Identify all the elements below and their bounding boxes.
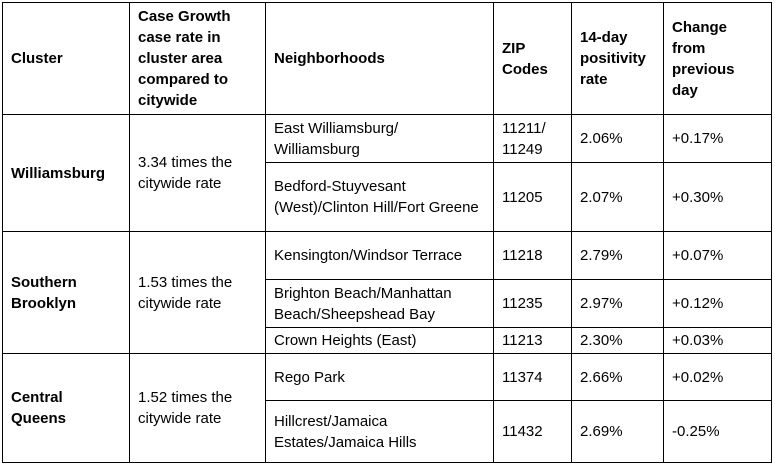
neighborhood: Crown Heights (East) [265,327,494,354]
header-row: Cluster Case Growth case rate in cluster… [2,2,772,115]
cluster-name: Williamsburg [2,114,130,232]
header-zip-codes: ZIP Codes [493,2,572,115]
header-neighborhoods: Neighborhoods [265,2,494,115]
neighborhood: Brighton Beach/Manhattan Beach/Sheepshea… [265,279,494,328]
zip-code: 11218 [493,231,572,280]
positivity-rate: 2.97% [571,279,664,328]
neighborhood: East Williamsburg/ Williamsburg [265,114,494,163]
positivity-rate: 2.66% [571,353,664,401]
positivity-rate: 2.69% [571,400,664,463]
header-change: Change from previous day [663,2,772,115]
zip-code: 11235 [493,279,572,328]
change-value: +0.03% [663,327,772,354]
table-row: Williamsburg 3.34 times the citywide rat… [2,114,772,232]
change-value: +0.17% [663,114,772,163]
zip-code: 11432 [493,400,572,463]
header-positivity-rate: 14-day positivity rate [571,2,664,115]
zip-code: 11205 [493,162,572,232]
positivity-rate: 2.30% [571,327,664,354]
zip-code: 11211/ 11249 [493,114,572,163]
neighborhood: Rego Park [265,353,494,401]
header-cluster: Cluster [2,2,130,115]
zip-code: 11374 [493,353,572,401]
neighborhood: Kensington/Windsor Terrace [265,231,494,280]
positivity-rate: 2.79% [571,231,664,280]
cluster-name: Central Queens [2,353,130,463]
header-case-growth: Case Growth case rate in cluster area co… [129,2,266,115]
case-growth: 1.53 times the citywide rate [129,231,266,354]
cluster-name: Southern Brooklyn [2,231,130,354]
table-row: Southern Brooklyn 1.53 times the citywid… [2,231,772,354]
change-value: +0.12% [663,279,772,328]
change-value: -0.25% [663,400,772,463]
table-row: Central Queens 1.52 times the citywide r… [2,353,772,463]
change-value: +0.02% [663,353,772,401]
table-row: Brighton Beach/Manhattan Beach/Sheepshea… [3,279,772,328]
table-row: Bedford-Stuyvesant (West)/Clinton Hill/F… [3,162,772,232]
case-growth: 1.52 times the citywide rate [129,353,266,463]
table-row: Hillcrest/Jamaica Estates/Jamaica Hills … [3,400,772,463]
neighborhood: Hillcrest/Jamaica Estates/Jamaica Hills [265,400,494,463]
positivity-rate: 2.07% [571,162,664,232]
case-growth: 3.34 times the citywide rate [129,114,266,232]
cluster-table: Cluster Case Growth case rate in cluster… [2,2,772,463]
change-value: +0.30% [663,162,772,232]
positivity-rate: 2.06% [571,114,664,163]
change-value: +0.07% [663,231,772,280]
neighborhood: Bedford-Stuyvesant (West)/Clinton Hill/F… [265,162,494,232]
zip-code: 11213 [493,327,572,354]
